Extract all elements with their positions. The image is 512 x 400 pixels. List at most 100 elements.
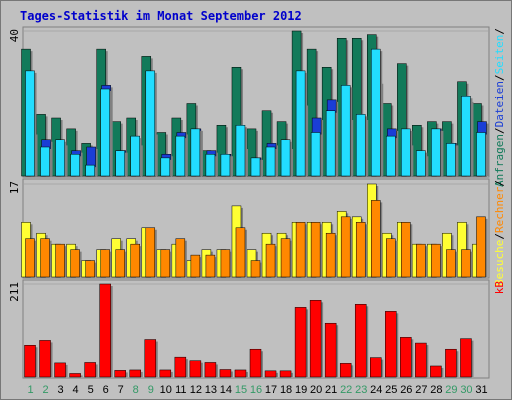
bar-kb-21 bbox=[324, 322, 337, 378]
bar-rechner-1 bbox=[25, 238, 35, 278]
bar-seiten-9 bbox=[145, 70, 156, 177]
bar-kb-30 bbox=[460, 338, 472, 378]
bar-kb-6 bbox=[99, 283, 111, 378]
bar-kb-26 bbox=[400, 337, 412, 378]
bar-seiten-2 bbox=[40, 146, 50, 177]
bar-seiten-31 bbox=[476, 132, 486, 177]
bar-rechner-22 bbox=[340, 216, 351, 278]
bar-rechner-2 bbox=[40, 238, 50, 278]
bar-seiten-28 bbox=[431, 128, 441, 177]
legend-entry: / bbox=[493, 127, 506, 134]
day-label-21: 21 bbox=[325, 384, 337, 396]
bar-rechner-10 bbox=[160, 249, 171, 278]
bar-rechner-19 bbox=[295, 222, 306, 278]
bar-seiten-30 bbox=[461, 96, 471, 177]
day-label-31: 31 bbox=[475, 384, 487, 396]
bar-kb-28 bbox=[430, 365, 442, 378]
legend-top: Anfragen/Dateien/Seiten/ bbox=[493, 28, 506, 187]
bar-rechner-20 bbox=[310, 222, 321, 278]
bar-kb-5 bbox=[84, 362, 96, 378]
bar-kb-25 bbox=[385, 311, 397, 378]
bar-kb-9 bbox=[144, 339, 157, 378]
day-label-13: 13 bbox=[205, 384, 217, 396]
day-label-17: 17 bbox=[265, 384, 277, 396]
day-label-12: 12 bbox=[190, 384, 202, 396]
bar-rechner-28 bbox=[431, 243, 441, 278]
bar-rechner-11 bbox=[175, 238, 186, 278]
bar-seiten-16 bbox=[250, 157, 261, 177]
day-label-19: 19 bbox=[295, 384, 307, 396]
day-label-26: 26 bbox=[400, 384, 412, 396]
bar-rechner-31 bbox=[476, 216, 486, 278]
legend-entry: / bbox=[493, 233, 506, 240]
bar-seiten-26 bbox=[401, 128, 411, 177]
bar-kb-8 bbox=[129, 369, 141, 378]
bar-seiten-22 bbox=[340, 85, 351, 177]
bar-kb-24 bbox=[370, 357, 382, 378]
bar-kb-27 bbox=[415, 342, 427, 378]
day-label-3: 3 bbox=[58, 384, 64, 396]
bar-rechner-14 bbox=[220, 249, 231, 278]
legend: Anfragen/Dateien/Seiten/Besuche/Rechner/… bbox=[493, 28, 506, 294]
day-label-9: 9 bbox=[148, 384, 154, 396]
bar-kb-14 bbox=[219, 369, 232, 378]
bar-kb-7 bbox=[114, 370, 126, 378]
day-label-8: 8 bbox=[133, 384, 139, 396]
bar-rechner-26 bbox=[401, 222, 411, 278]
panel-top: 40 bbox=[8, 26, 490, 178]
bar-seiten-24 bbox=[371, 48, 381, 177]
bar-seiten-15 bbox=[235, 125, 246, 177]
chart-panels: 40 17 211 bbox=[8, 26, 490, 379]
legend-entry: Besuche bbox=[493, 240, 506, 286]
bar-rechner-16 bbox=[250, 260, 261, 278]
bar-rechner-5 bbox=[85, 260, 95, 278]
bar-rechner-6 bbox=[100, 249, 110, 278]
bar-rechner-27 bbox=[416, 243, 426, 278]
bar-seiten-1 bbox=[25, 70, 35, 177]
day-label-22: 22 bbox=[340, 384, 352, 396]
legend-entry: Rechner bbox=[493, 186, 506, 233]
bar-seiten-11 bbox=[175, 135, 186, 177]
bar-kb-11 bbox=[174, 356, 187, 378]
day-label-11: 11 bbox=[175, 384, 186, 396]
legend-bot: kB bbox=[493, 281, 506, 295]
day-label-10: 10 bbox=[160, 384, 172, 396]
bar-kb-18 bbox=[279, 370, 292, 378]
bar-rechner-29 bbox=[446, 249, 456, 278]
day-label-15: 15 bbox=[235, 384, 247, 396]
bar-seiten-20 bbox=[310, 132, 321, 177]
bar-rechner-4 bbox=[70, 249, 80, 278]
day-label-6: 6 bbox=[103, 384, 109, 396]
bar-rechner-12 bbox=[190, 254, 201, 278]
legend-entry: Anfragen bbox=[493, 134, 506, 187]
bar-kb-29 bbox=[445, 348, 457, 378]
bar-seiten-7 bbox=[115, 150, 125, 177]
bar-kb-17 bbox=[264, 370, 277, 378]
day-label-1: 1 bbox=[27, 384, 33, 396]
bar-seiten-17 bbox=[265, 146, 276, 177]
bar-kb-23 bbox=[354, 304, 367, 378]
day-label-28: 28 bbox=[430, 384, 442, 396]
bar-kb-4 bbox=[69, 373, 81, 378]
bar-rechner-25 bbox=[386, 238, 396, 278]
legend-entry: kB bbox=[493, 281, 506, 295]
legend-entry: / bbox=[493, 28, 506, 35]
bar-rechner-23 bbox=[355, 222, 366, 278]
day-label-23: 23 bbox=[355, 384, 367, 396]
bar-kb-20 bbox=[309, 300, 322, 378]
bar-rechner-15 bbox=[235, 227, 246, 278]
day-label-24: 24 bbox=[370, 384, 382, 396]
bar-seiten-4 bbox=[70, 154, 80, 177]
bar-kb-12 bbox=[189, 360, 202, 378]
bar-seiten-25 bbox=[386, 135, 396, 177]
day-label-16: 16 bbox=[250, 384, 262, 396]
bar-seiten-12 bbox=[190, 128, 201, 177]
panel-bot-ymax-label: 211 bbox=[8, 282, 21, 302]
panel-top-ymax-label: 40 bbox=[8, 29, 21, 42]
bar-seiten-27 bbox=[416, 150, 426, 177]
legend-entry: / bbox=[493, 180, 506, 187]
bar-kb-3 bbox=[54, 362, 66, 378]
bar-kb-15 bbox=[234, 369, 247, 378]
chart-title: Tages-Statistik im Monat September 2012 bbox=[20, 9, 302, 23]
